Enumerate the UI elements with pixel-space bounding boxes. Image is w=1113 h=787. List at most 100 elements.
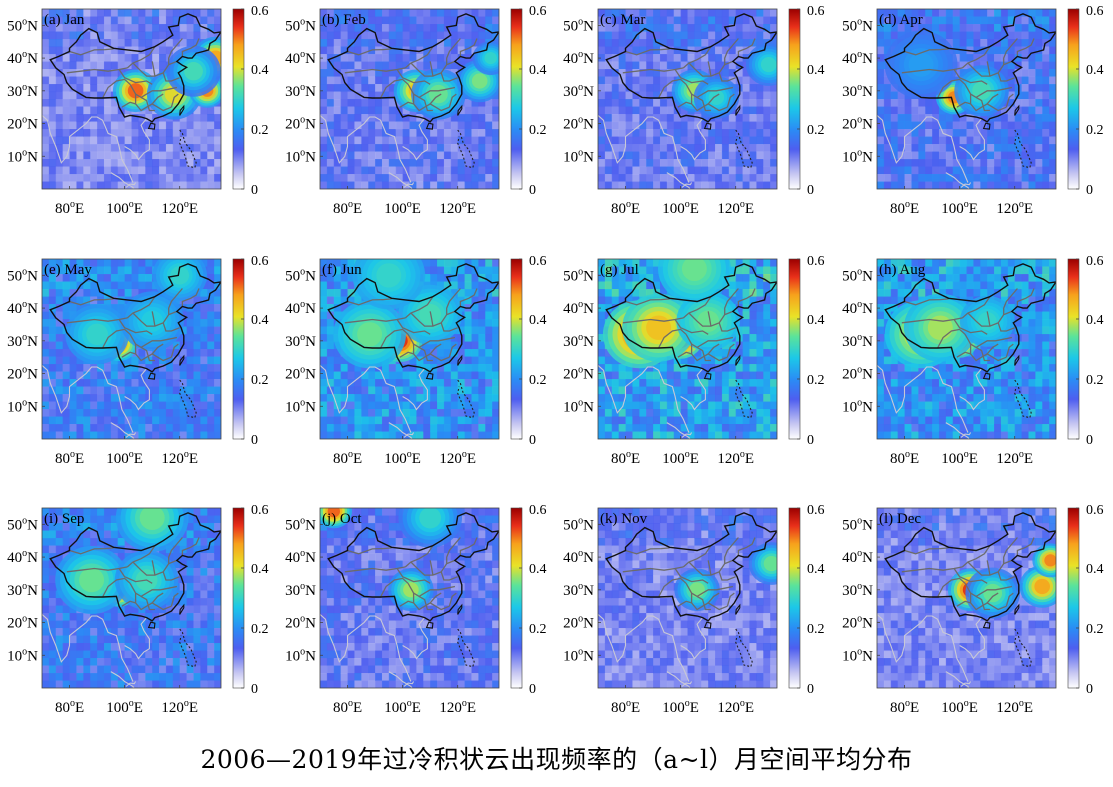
heatmap-cell — [131, 39, 139, 48]
heatmap-cell — [471, 31, 479, 40]
heatmap-cell — [911, 9, 919, 18]
heatmap-cell — [326, 9, 335, 18]
heatmap-cell — [430, 394, 438, 403]
heatmap-cell — [687, 114, 695, 123]
heatmap-cell — [326, 46, 335, 55]
heatmap-cell — [492, 9, 499, 18]
heatmap-cell — [756, 259, 764, 268]
map-lines — [877, 13, 1056, 189]
heatmap-cell — [687, 54, 695, 63]
heatmap-cell — [450, 181, 459, 189]
heatmap-cell — [611, 144, 620, 153]
heatmap-cell — [604, 311, 613, 320]
heatmap-cell — [200, 394, 208, 403]
heatmap-cell — [48, 151, 57, 160]
heatmap-cell — [639, 266, 647, 275]
heatmap-cell — [966, 114, 974, 123]
heatmap-cell — [598, 31, 606, 40]
colorbar: 00.20.40.6 — [232, 254, 269, 448]
heatmap-cell — [347, 9, 356, 18]
province-border — [129, 83, 178, 99]
heatmap-cell — [1007, 99, 1016, 108]
heatmap-cell — [611, 386, 620, 395]
heatmap-cell — [55, 151, 64, 160]
x-tick-label: 80oE — [611, 449, 640, 467]
heatmap-cell — [604, 9, 613, 18]
heatmap-cell — [333, 386, 342, 395]
province-border — [162, 72, 180, 82]
heatmap-cell — [464, 31, 473, 40]
heatmap-cell — [492, 24, 499, 33]
heatmap-cell — [193, 9, 201, 18]
coastline — [403, 432, 415, 438]
heatmap-cell — [152, 371, 160, 380]
heatmap-cell — [632, 61, 640, 70]
heatmap-cell — [883, 274, 892, 283]
heatmap-cell — [347, 61, 356, 70]
heatmap-cell — [76, 259, 84, 268]
heatmap-cell — [952, 46, 961, 55]
heatmap-cell — [701, 401, 709, 410]
heatmap-cell — [728, 24, 737, 33]
heatmap-cell — [450, 46, 459, 55]
heatmap-cell — [340, 136, 349, 145]
heatmap-cell — [659, 69, 668, 78]
heatmap-cell — [42, 274, 50, 283]
heatmap-cell — [124, 159, 133, 168]
heatmap-cell — [715, 121, 723, 130]
heatmap-cell — [375, 416, 383, 425]
heatmap-cell — [430, 371, 438, 380]
heatmap-cell — [763, 181, 771, 189]
heatmap-cell — [159, 424, 167, 433]
heatmap-cell — [193, 394, 201, 403]
heatmap-cell — [416, 16, 424, 25]
heatmap-cell — [966, 24, 974, 33]
heatmap-cell — [938, 166, 947, 175]
heatmap-cell — [361, 136, 369, 145]
heatmap-cell — [1035, 39, 1043, 48]
heatmap-cell — [320, 46, 328, 55]
heatmap-cell — [994, 9, 1002, 18]
heatmap-cell — [138, 166, 146, 175]
heatmap-cell — [883, 99, 892, 108]
heatmap-cell — [320, 31, 328, 40]
heatmap-cell — [492, 281, 499, 290]
heatmap-cell — [625, 84, 634, 93]
heatmap-cell — [423, 371, 431, 380]
province-border — [964, 83, 1013, 99]
heatmap-cell — [145, 159, 153, 168]
heatmap-cell — [320, 84, 328, 93]
heatmap-cell — [381, 54, 390, 63]
province-border — [682, 46, 712, 69]
heatmap-cell — [375, 159, 383, 168]
heatmap-cell — [83, 166, 91, 175]
heatmap-cell — [471, 416, 479, 425]
heatmap-cell — [742, 274, 751, 283]
heatmap-cell — [632, 394, 640, 403]
heatmap-cell — [749, 371, 757, 380]
heatmap-cell — [172, 24, 181, 33]
heatmap-cell — [694, 181, 702, 189]
heatmap-cell — [443, 174, 452, 183]
heatmap-cell — [145, 181, 153, 189]
heatmap-cell — [42, 349, 50, 358]
province-border — [102, 78, 131, 99]
heatmap-cell — [76, 144, 84, 153]
heatmap-cell — [97, 24, 105, 33]
heatmap-cell — [471, 9, 479, 18]
heatmap-cell — [485, 319, 493, 328]
heatmap-cell — [464, 106, 473, 115]
heatmap-cell — [701, 379, 709, 388]
heatmap-cell — [214, 259, 221, 268]
heatmap-cell — [471, 281, 479, 290]
heatmap-cell — [735, 409, 744, 418]
heatmap-cell — [193, 24, 201, 33]
heatmap-cell — [639, 409, 647, 418]
heatmap-cell — [409, 129, 417, 138]
heatmap-cell — [952, 24, 961, 33]
heatmap-cell — [138, 181, 146, 189]
heatmap-cell — [728, 274, 737, 283]
heatmap-cell — [980, 129, 988, 138]
heatmap-cell — [90, 379, 98, 388]
